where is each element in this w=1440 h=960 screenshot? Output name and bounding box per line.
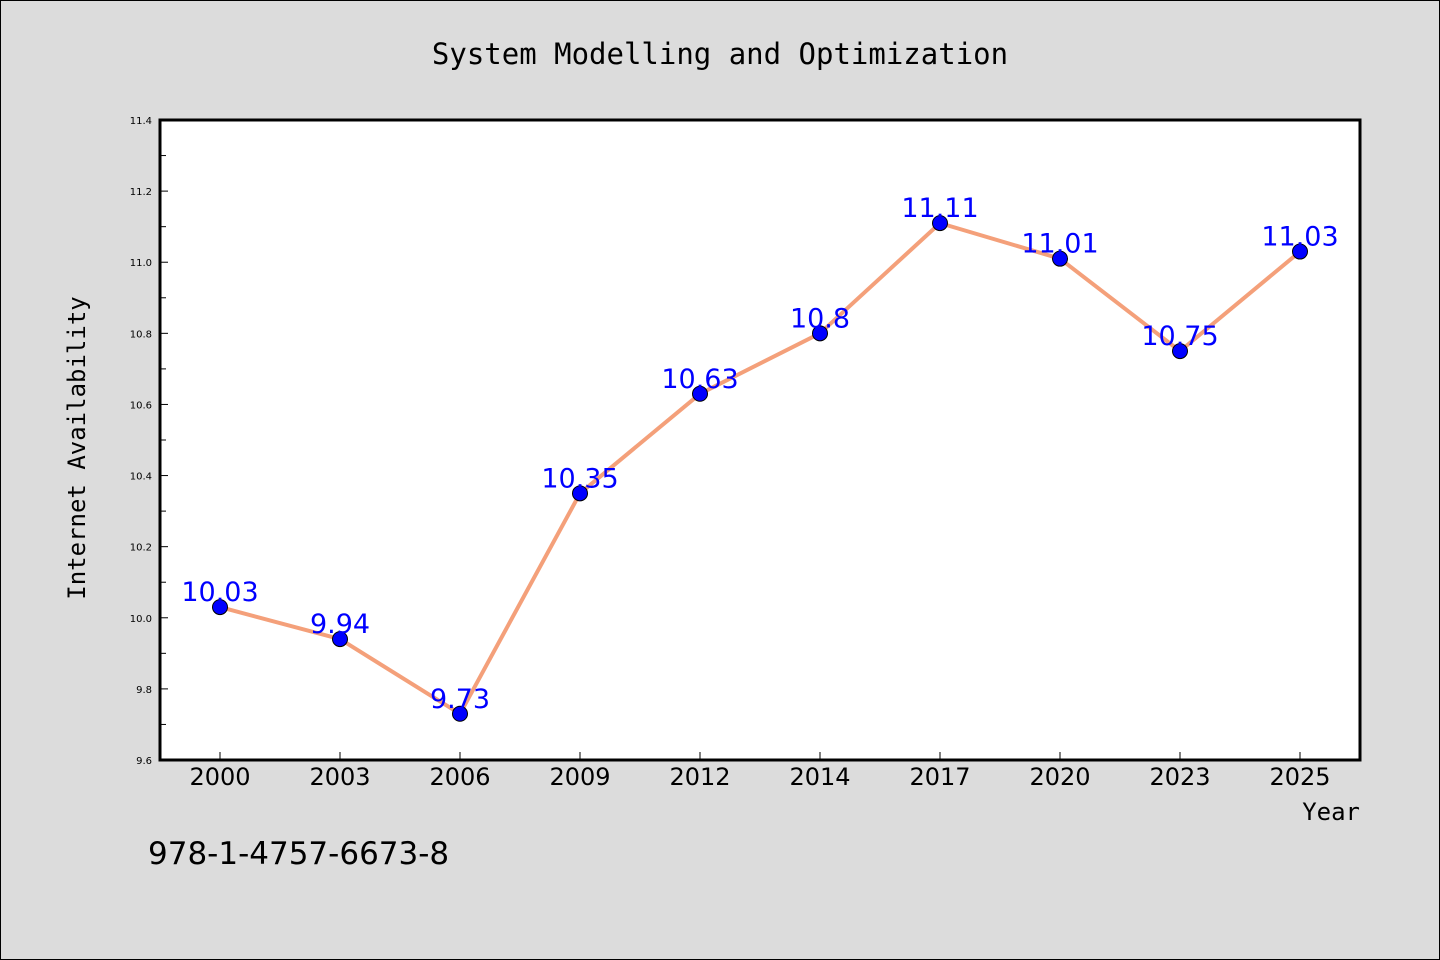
data-label: 10.75 xyxy=(1141,321,1218,352)
data-label: 11.01 xyxy=(1021,229,1098,260)
y-tick-label: 9.6 xyxy=(136,756,152,767)
y-tick-label: 11.2 xyxy=(130,187,152,198)
data-label: 9.94 xyxy=(310,609,370,640)
x-tick-label: 2020 xyxy=(1029,763,1090,791)
data-point xyxy=(1292,243,1308,260)
x-tick-label: 2014 xyxy=(789,763,850,791)
x-axis-label: Year xyxy=(1302,798,1360,826)
data-label: 9.73 xyxy=(430,684,490,715)
x-tick-label: 2017 xyxy=(909,763,970,791)
y-axis: 9.6 9.8 10.0 10.2 10.4 10.6 10.8 11.0 11.2 11.4 xyxy=(130,116,168,767)
x-tick-label: 2000 xyxy=(189,763,250,791)
y-tick-label: 10.4 xyxy=(130,472,152,483)
y-tick-label: 11.4 xyxy=(130,116,152,127)
plot-area xyxy=(158,118,1362,762)
y-tick-label: 9.8 xyxy=(136,685,152,696)
series-line xyxy=(219,221,1302,716)
y-tick-label: 10.6 xyxy=(130,400,152,411)
data-point xyxy=(812,325,828,342)
x-tick-label: 2023 xyxy=(1149,763,1210,791)
footer-isbn: 978-1-4757-6673-8 xyxy=(148,836,449,872)
x-tick-label: 2025 xyxy=(1269,763,1330,791)
data-point xyxy=(692,385,708,402)
x-tick-label: 2003 xyxy=(309,763,370,791)
data-label: 10.35 xyxy=(541,463,618,494)
data-label: 11.03 xyxy=(1261,222,1338,253)
data-labels: 10.03 9.94 9.73 10.35 10.63 10.8 11.11 11.01 10.… xyxy=(181,193,1338,715)
data-label: 10.63 xyxy=(661,364,738,395)
x-tick-label: 2009 xyxy=(549,763,610,791)
data-point xyxy=(1052,250,1068,267)
data-label: 11.11 xyxy=(901,193,978,224)
data-point xyxy=(452,705,468,722)
chart-title: System Modelling and Optimization xyxy=(432,37,1008,71)
data-point xyxy=(932,215,948,232)
data-point xyxy=(1172,343,1188,360)
y-axis-label: Internet Availability xyxy=(63,296,91,599)
y-tick-label: 11.0 xyxy=(130,258,152,269)
x-tick-label: 2012 xyxy=(669,763,730,791)
data-point xyxy=(212,599,228,616)
y-tick-label: 10.2 xyxy=(130,543,152,554)
data-label: 10.03 xyxy=(181,577,258,608)
data-point xyxy=(332,631,348,648)
x-tick-label: 2006 xyxy=(429,763,490,791)
data-point xyxy=(572,485,588,502)
y-tick-label: 10.0 xyxy=(130,614,152,625)
x-axis: 2000 2003 2006 2009 2012 2014 2017 2020 2023 2025 xyxy=(189,752,1331,791)
y-tick-label: 10.8 xyxy=(130,329,152,340)
data-label: 10.8 xyxy=(790,303,850,334)
series-group xyxy=(212,215,1308,722)
